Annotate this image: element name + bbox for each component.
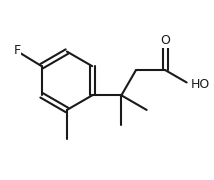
Text: F: F xyxy=(13,44,20,57)
Text: HO: HO xyxy=(190,78,210,91)
Text: O: O xyxy=(160,34,170,47)
